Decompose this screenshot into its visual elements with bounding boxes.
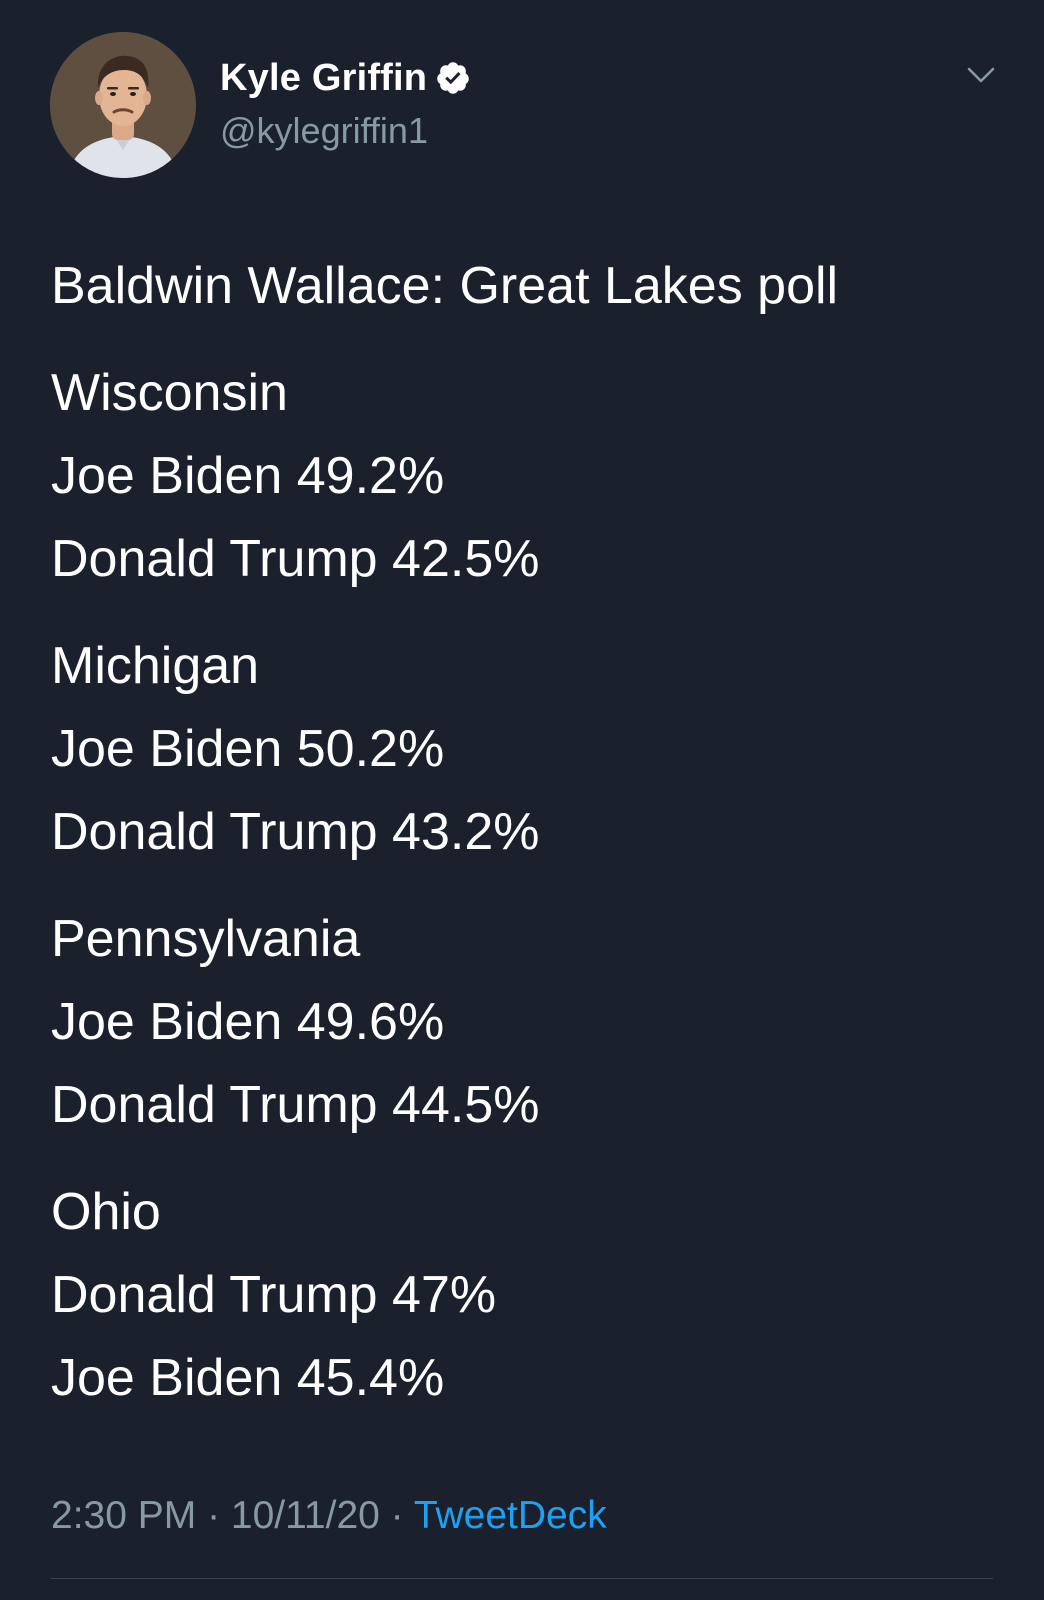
tweet-meta: 2:30 PM · 10/11/20 · TweetDeck (51, 1494, 607, 1538)
meta-separator: · (379, 1494, 414, 1537)
paragraph-gap (51, 328, 1001, 352)
tweet-headline: Baldwin Wallace: Great Lakes poll (51, 257, 839, 315)
avatar-image (50, 32, 196, 178)
meta-separator: · (196, 1494, 231, 1537)
author-handle[interactable]: @kylegriffin1 (220, 110, 428, 151)
paragraph-gap (51, 601, 1001, 625)
poll-result-line: Joe Biden 49.6% (51, 993, 445, 1051)
poll-result-line: Joe Biden 50.2% (51, 720, 445, 778)
paragraph-gap (51, 1147, 1001, 1171)
author-name[interactable]: Kyle Griffin (220, 56, 428, 99)
divider (51, 1578, 993, 1579)
state-name: Michigan (51, 637, 260, 695)
tweet-source-link[interactable]: TweetDeck (413, 1494, 607, 1537)
state-name: Wisconsin (51, 364, 288, 422)
verified-badge-icon (435, 60, 471, 96)
poll-result-line: Joe Biden 45.4% (51, 1349, 445, 1407)
poll-result-line: Donald Trump 43.2% (51, 803, 540, 861)
poll-result-line: Donald Trump 42.5% (51, 530, 540, 588)
chevron-down-icon[interactable] (966, 64, 996, 88)
poll-result-line: Donald Trump 47% (51, 1266, 497, 1324)
poll-result-line: Donald Trump 44.5% (51, 1076, 540, 1134)
poll-result-line: Joe Biden 49.2% (51, 447, 445, 505)
paragraph-gap (51, 874, 1001, 898)
tweet-date[interactable]: 10/11/20 (230, 1494, 380, 1537)
avatar[interactable] (50, 32, 196, 178)
author-name-row: Kyle Griffin (220, 56, 471, 100)
state-name: Ohio (51, 1183, 161, 1241)
tweet-time[interactable]: 2:30 PM (51, 1494, 197, 1537)
tweet-text: Baldwin Wallace: Great Lakes poll Wiscon… (51, 245, 1001, 1420)
state-name: Pennsylvania (51, 910, 361, 968)
